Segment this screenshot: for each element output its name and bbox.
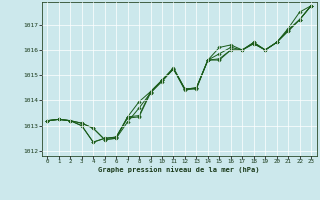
X-axis label: Graphe pression niveau de la mer (hPa): Graphe pression niveau de la mer (hPa) bbox=[99, 166, 260, 173]
